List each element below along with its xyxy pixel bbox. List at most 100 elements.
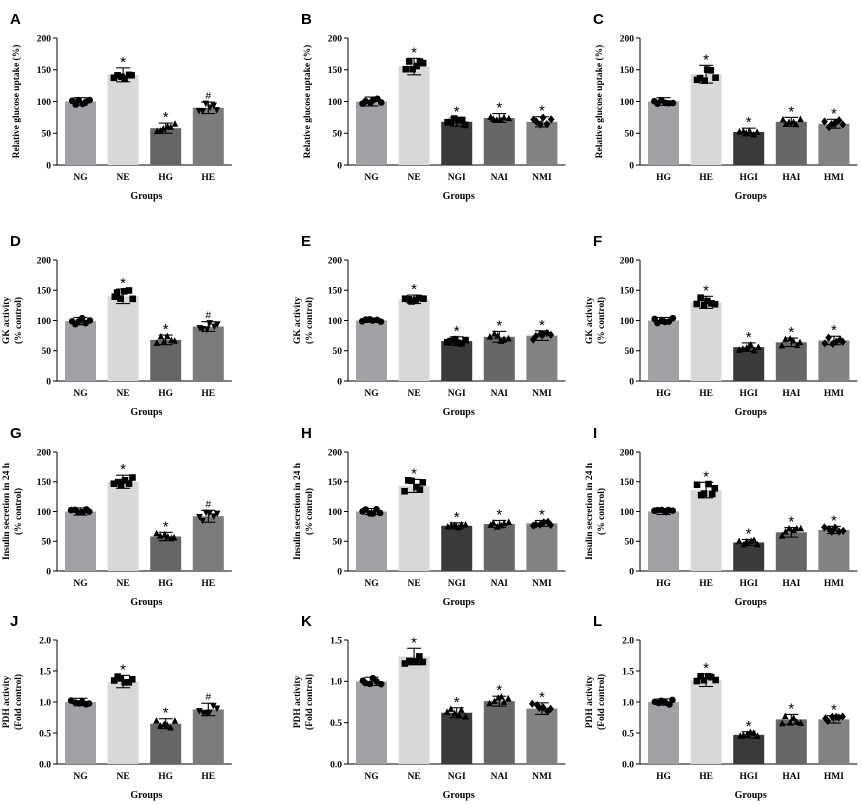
data-point: [693, 300, 701, 308]
data-point: [704, 297, 711, 305]
bar-hai: [775, 121, 807, 165]
data-point: [785, 525, 793, 532]
data-point: [750, 346, 758, 354]
x-tick-label: NMI: [532, 389, 552, 399]
y-axis-label: Insulin secretion in 24 h: [585, 462, 595, 560]
data-point: [700, 301, 708, 309]
asterisk-significance-mark: *: [120, 54, 126, 71]
data-point: [543, 119, 551, 129]
data-point: [825, 333, 832, 342]
y-tick-label: 1.5: [330, 636, 342, 646]
bar-he: [690, 302, 722, 381]
bar-ne: [398, 656, 430, 764]
data-point: [547, 115, 555, 124]
y-tick-label: 100: [37, 98, 52, 108]
data-point: [128, 71, 135, 79]
data-point: [161, 530, 168, 538]
y-tick-label: 100: [328, 98, 343, 108]
data-point: [500, 698, 508, 705]
bar-hai: [775, 719, 807, 764]
y-axis-label: (Fold control): [13, 674, 24, 730]
data-point: [712, 74, 719, 81]
asterisk-significance-mark: *: [163, 321, 169, 338]
data-point: [754, 732, 761, 739]
asterisk-significance-mark: *: [788, 324, 794, 341]
y-tick-label: 50: [625, 347, 635, 357]
bar-ngi: [441, 712, 473, 764]
y-tick-label: 150: [37, 66, 52, 76]
y-tick-label: 0: [337, 161, 342, 171]
data-point: [171, 337, 178, 344]
data-point: [171, 120, 179, 127]
data-point: [497, 337, 505, 344]
data-point: [461, 121, 469, 129]
y-axis-label: GK activity: [585, 297, 595, 344]
asterisk-significance-mark: *: [454, 694, 460, 711]
bar-ngi: [441, 341, 473, 381]
x-tick-label: NG: [73, 173, 88, 183]
data-point: [366, 680, 374, 688]
data-point: [539, 113, 547, 122]
y-axis-label: Insulin secretion in 24 h: [2, 462, 12, 560]
asterisk-significance-mark: *: [496, 506, 502, 523]
asterisk-significance-mark: *: [496, 100, 502, 117]
data-point: [412, 296, 419, 304]
asterisk-significance-mark: *: [454, 509, 460, 526]
asterisk-significance-mark: *: [703, 282, 709, 299]
data-point: [203, 326, 211, 333]
data-point: [792, 120, 800, 128]
asterisk-significance-mark: *: [496, 317, 502, 334]
asterisk-significance-mark: *: [539, 506, 545, 523]
y-axis-label: PDH activity: [293, 676, 303, 729]
x-tick-label: NG: [364, 772, 379, 782]
asterisk-significance-mark: *: [539, 317, 545, 334]
x-axis-label: Groups: [735, 407, 767, 418]
y-tick-label: 200: [328, 34, 343, 44]
y-axis-label: (Fold control): [304, 674, 315, 730]
y-axis-label: Insulin secretion in 24 h: [293, 462, 303, 560]
x-tick-label: NAI: [491, 772, 509, 782]
data-point: [462, 336, 469, 344]
data-point: [490, 519, 497, 526]
y-tick-label: 50: [42, 538, 52, 548]
y-axis-label: Relative glucose uptake (%): [11, 45, 22, 159]
data-point: [164, 532, 172, 540]
data-point: [415, 294, 423, 302]
data-point: [696, 74, 704, 82]
data-point: [712, 676, 719, 684]
data-point: [409, 65, 416, 73]
data-point: [839, 526, 847, 536]
x-tick-label: HG: [158, 772, 173, 782]
data-point: [779, 115, 787, 123]
data-point: [412, 658, 420, 665]
data-point: [497, 521, 505, 529]
data-point: [536, 703, 543, 712]
bar-hgi: [733, 734, 765, 764]
data-point: [785, 118, 793, 126]
data-point: [750, 729, 757, 736]
bar-hg: [150, 723, 182, 764]
bar-hgi: [733, 131, 765, 165]
y-tick-label: 100: [620, 98, 635, 108]
x-tick-label: NE: [116, 772, 129, 782]
bar-he: [690, 680, 722, 764]
data-point: [462, 713, 469, 720]
data-point: [735, 537, 743, 545]
data-point: [164, 332, 171, 340]
x-tick-label: HMI: [824, 772, 844, 782]
x-tick-label: NG: [364, 389, 379, 399]
data-point: [206, 104, 214, 112]
bar-he: [192, 107, 224, 165]
y-tick-label: 100: [37, 508, 52, 518]
data-point: [419, 658, 427, 666]
chart-panel-b: B 0 50 100 150 200 Relative glucose uptake (%)…: [301, 11, 566, 202]
data-point: [821, 339, 829, 348]
bar-ne: [398, 485, 430, 571]
x-tick-label: HGI: [739, 772, 758, 782]
x-tick-label: HAI: [782, 579, 800, 589]
bar-ne: [107, 681, 139, 764]
data-point: [454, 339, 462, 347]
data-point: [110, 677, 118, 684]
bar-hg: [648, 101, 679, 165]
y-axis-label: (% control): [304, 488, 315, 535]
